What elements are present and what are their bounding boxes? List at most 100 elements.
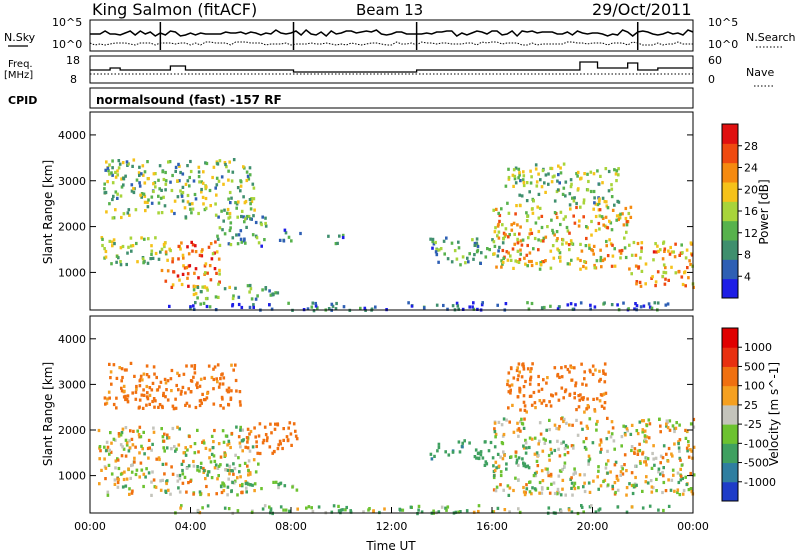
echo-cell [573, 396, 576, 400]
echo-cell [570, 486, 573, 490]
echo-cell [659, 472, 662, 476]
echo-cell [332, 504, 336, 508]
echo-cell [540, 401, 544, 405]
echo-cell [243, 239, 246, 243]
echo-cell [202, 466, 205, 471]
echo-cell [513, 174, 517, 178]
echo-cell [544, 467, 548, 471]
echo-cell [133, 456, 136, 460]
echo-cell [527, 236, 530, 240]
echo-cell [635, 483, 638, 487]
echo-cell [681, 282, 685, 287]
echo-cell [174, 169, 177, 173]
echo-cell [240, 491, 244, 495]
echo-cell [172, 270, 176, 274]
echo-cell [568, 248, 571, 252]
echo-cell [578, 219, 581, 223]
echo-cell [248, 432, 251, 436]
echo-cell [530, 301, 534, 306]
echo-cell [558, 255, 562, 259]
echo-cell [589, 307, 592, 311]
echo-cell [206, 504, 210, 508]
echo-cell [628, 482, 631, 486]
echo-cell [611, 243, 614, 247]
echo-cell [541, 449, 545, 453]
echo-cell [430, 457, 434, 461]
echo-cell [538, 491, 541, 495]
echo-cell [134, 390, 138, 394]
echo-cell [184, 391, 187, 395]
echo-cell [173, 211, 176, 216]
echo-cell [164, 395, 167, 399]
echo-cell [576, 174, 579, 178]
echo-cell [535, 261, 538, 266]
echo-cell [185, 364, 188, 368]
echo-cell [200, 401, 203, 405]
echo-cell [334, 307, 338, 311]
echo-cell [104, 249, 108, 254]
echo-cell [588, 246, 591, 250]
echo-cell [111, 216, 115, 220]
echo-cell [237, 295, 241, 299]
echo-cell [659, 454, 663, 458]
echo-cell [138, 181, 141, 185]
echo-cell [616, 478, 620, 482]
echo-cell [432, 242, 436, 246]
echo-cell [615, 214, 619, 218]
echo-cell [158, 187, 161, 191]
echo-cell [591, 364, 595, 368]
echo-cell [274, 422, 277, 426]
echo-cell [198, 384, 202, 388]
echo-cell [260, 223, 263, 227]
echo-cell [190, 379, 194, 383]
ytick-label: 2000 [58, 221, 86, 234]
echo-cell [558, 181, 561, 185]
echo-cell [236, 215, 239, 219]
echo-cell [148, 446, 151, 450]
echo-cell [156, 388, 160, 392]
echo-cell [477, 504, 481, 508]
colorbar-swatch [722, 328, 738, 348]
echo-cell [583, 489, 587, 494]
echo-cell [108, 362, 111, 366]
echo-cell [178, 490, 182, 494]
echo-cell [511, 173, 515, 177]
echo-cell [242, 215, 245, 219]
echo-cell [134, 208, 138, 212]
echo-cell [508, 384, 511, 388]
echo-cell [169, 180, 172, 184]
echo-cell [597, 182, 601, 186]
echo-cell [327, 234, 330, 238]
echo-cell [205, 185, 208, 189]
echo-cell [574, 303, 577, 307]
echo-cell [664, 489, 668, 493]
echo-cell [495, 485, 499, 489]
echo-cell [227, 439, 231, 443]
echo-cell [534, 167, 538, 171]
echo-cell [213, 459, 217, 463]
echo-cell [261, 441, 265, 445]
echo-cell [508, 486, 512, 490]
echo-cell [583, 445, 587, 450]
echo-cell [116, 169, 119, 173]
echo-cell [516, 378, 520, 382]
echo-cell [606, 459, 610, 463]
echo-cell [610, 183, 613, 187]
echo-cell [314, 301, 317, 306]
echo-cell [556, 374, 559, 378]
echo-cell [580, 505, 584, 509]
echo-cell [174, 397, 177, 401]
echo-cell [269, 422, 272, 426]
echo-cell [656, 301, 660, 305]
echo-cell [572, 446, 575, 450]
echo-cell [686, 449, 689, 453]
echo-cell [151, 381, 155, 385]
echo-cell [197, 450, 200, 454]
echo-cell [125, 160, 129, 164]
echo-cell [557, 164, 560, 168]
echo-cell [476, 451, 480, 456]
echo-cell [138, 165, 141, 169]
